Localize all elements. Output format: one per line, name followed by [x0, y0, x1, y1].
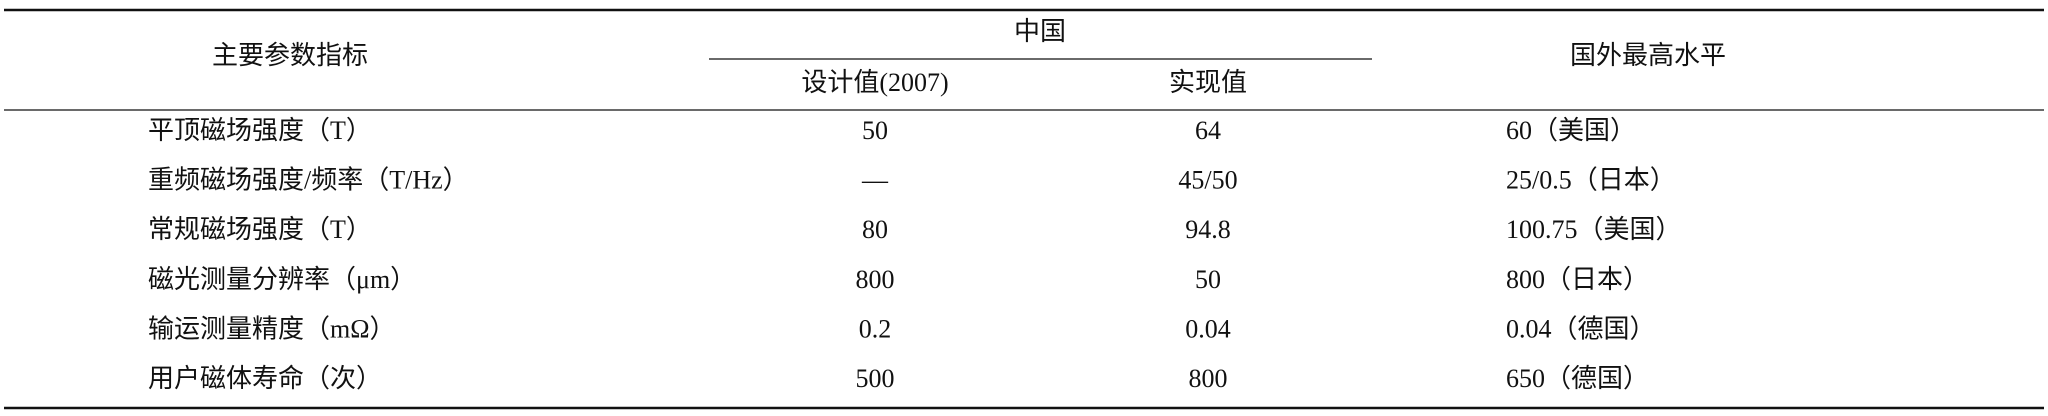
header-china: 中国 — [1014, 17, 1066, 46]
actual-cell: 94.8 — [1185, 215, 1231, 244]
actual-cell: 0.04 — [1185, 314, 1231, 343]
design-cell: 500 — [856, 364, 895, 393]
param-cell: 重频磁场强度/频率（T/Hz） — [148, 166, 469, 195]
design-cell: 800 — [856, 265, 895, 294]
actual-cell: 64 — [1195, 116, 1221, 145]
design-cell: — — [861, 166, 889, 195]
foreign-cell: 100.75（美国） — [1506, 215, 1682, 244]
param-cell: 磁光测量分辨率（μm） — [148, 265, 416, 294]
actual-cell: 50 — [1195, 265, 1221, 294]
design-cell: 0.2 — [859, 314, 892, 343]
header-foreign: 国外最高水平 — [1570, 41, 1726, 70]
param-cell: 常规磁场强度（T） — [148, 215, 372, 244]
design-cell: 50 — [862, 116, 888, 145]
param-cell: 平顶磁场强度（T） — [148, 116, 372, 145]
foreign-cell: 650（德国） — [1506, 364, 1649, 393]
actual-cell: 45/50 — [1178, 166, 1237, 195]
foreign-cell: 60（美国） — [1506, 116, 1636, 145]
foreign-cell: 800（日本） — [1506, 265, 1649, 294]
design-cell: 80 — [862, 215, 888, 244]
foreign-cell: 25/0.5（日本） — [1506, 166, 1676, 195]
header-design: 设计值(2007) — [801, 68, 948, 97]
header-actual: 实现值 — [1169, 68, 1247, 97]
foreign-cell: 0.04（德国） — [1506, 314, 1656, 343]
header-param: 主要参数指标 — [212, 41, 368, 70]
actual-cell: 800 — [1189, 364, 1228, 393]
param-cell: 输运测量精度（mΩ） — [148, 314, 396, 343]
param-cell: 用户磁体寿命（次） — [148, 364, 382, 393]
